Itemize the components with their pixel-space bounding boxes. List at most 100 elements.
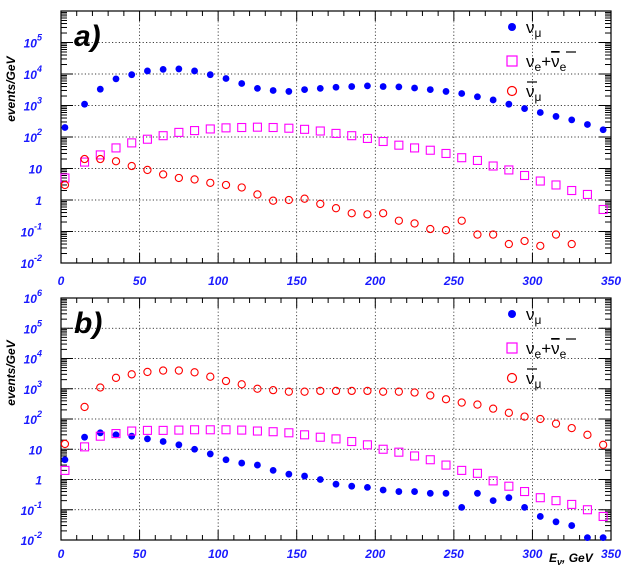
data-point	[348, 482, 356, 490]
data-point	[300, 387, 309, 396]
data-point	[284, 123, 294, 133]
data-point	[206, 71, 214, 79]
data-point	[489, 96, 497, 104]
data-point	[268, 122, 278, 133]
data-point	[551, 496, 561, 506]
data-point	[521, 105, 528, 112]
y-tick-label: 106	[24, 288, 43, 306]
data-point	[316, 84, 324, 92]
data-point	[175, 441, 183, 449]
legend-marker	[506, 55, 518, 67]
data-point	[552, 518, 560, 526]
x-tick-label: 50	[133, 274, 147, 288]
data-point	[331, 204, 341, 213]
data-point	[568, 522, 576, 529]
data-point	[269, 466, 277, 474]
data-point	[60, 439, 70, 449]
data-point	[300, 430, 310, 440]
data-point	[567, 239, 576, 249]
y-tick-label: 105	[24, 318, 43, 336]
data-point	[316, 199, 325, 209]
y-tick-label: 10-2	[21, 530, 42, 548]
data-point	[395, 488, 403, 495]
data-point	[347, 386, 356, 396]
data-point	[301, 86, 308, 93]
data-point	[111, 429, 121, 439]
data-point	[378, 209, 388, 218]
data-point	[96, 154, 105, 164]
data-point	[80, 157, 90, 167]
data-point	[127, 426, 137, 436]
data-point	[221, 123, 231, 133]
data-point	[598, 204, 608, 215]
data-point	[222, 456, 230, 464]
data-point	[284, 387, 294, 396]
data-point	[222, 75, 230, 82]
data-point	[143, 165, 152, 175]
data-point	[488, 476, 498, 486]
y-tick-label: 10-1	[21, 500, 42, 518]
data-point	[60, 173, 70, 183]
data-point	[61, 456, 69, 464]
data-point	[142, 134, 152, 144]
data-point	[489, 497, 497, 505]
data-point	[347, 209, 356, 218]
data-point	[551, 419, 561, 428]
data-point	[221, 425, 231, 435]
data-point	[410, 143, 420, 153]
data-point	[583, 430, 592, 439]
legend-marker	[508, 23, 516, 31]
data-point	[205, 425, 215, 435]
data-point	[457, 153, 467, 163]
data-point	[458, 503, 466, 511]
data-point	[394, 387, 404, 396]
data-point	[315, 432, 325, 442]
data-point	[190, 175, 199, 184]
data-point	[60, 180, 70, 190]
data-point	[411, 84, 418, 92]
data-point	[175, 65, 183, 73]
data-point	[472, 468, 482, 478]
data-point	[364, 82, 371, 90]
data-point	[347, 436, 357, 447]
data-point	[61, 124, 69, 131]
legend-marker	[506, 85, 518, 97]
data-point	[474, 93, 481, 101]
data-point	[190, 368, 199, 377]
data-point	[504, 239, 514, 249]
y-tick-label: 103	[24, 379, 42, 397]
y-tick-label: 10-2	[21, 253, 42, 271]
data-point	[158, 425, 168, 435]
data-point	[142, 425, 152, 435]
x-tick-label: 200	[364, 547, 385, 561]
data-point	[284, 428, 294, 438]
legend-entry: νμ	[526, 82, 542, 104]
data-point	[378, 444, 388, 454]
data-point	[190, 126, 200, 136]
data-point	[488, 230, 498, 239]
data-point	[237, 183, 246, 192]
x-tick-label: 150	[287, 274, 307, 288]
y-tick-label: 1	[35, 474, 42, 488]
data-point	[80, 442, 90, 452]
x-tick-label: 50	[133, 547, 147, 561]
legend-marker	[506, 342, 518, 354]
data-point	[552, 113, 560, 120]
data-point	[268, 427, 278, 437]
data-point	[535, 176, 545, 186]
legend-entry: νμ	[526, 18, 542, 40]
data-point	[316, 386, 325, 396]
series-open-circle	[60, 154, 576, 251]
data-point	[551, 180, 561, 190]
data-point	[473, 230, 482, 239]
data-point	[332, 83, 340, 91]
data-point	[504, 481, 514, 491]
legend: νμ νe+νe νμ	[506, 18, 576, 104]
data-point	[395, 83, 403, 91]
legend-marker	[508, 310, 516, 318]
x-tick-label: 100	[208, 274, 228, 288]
data-point	[441, 148, 451, 159]
data-point	[112, 431, 120, 439]
data-point	[488, 161, 498, 171]
data-point	[206, 372, 215, 381]
